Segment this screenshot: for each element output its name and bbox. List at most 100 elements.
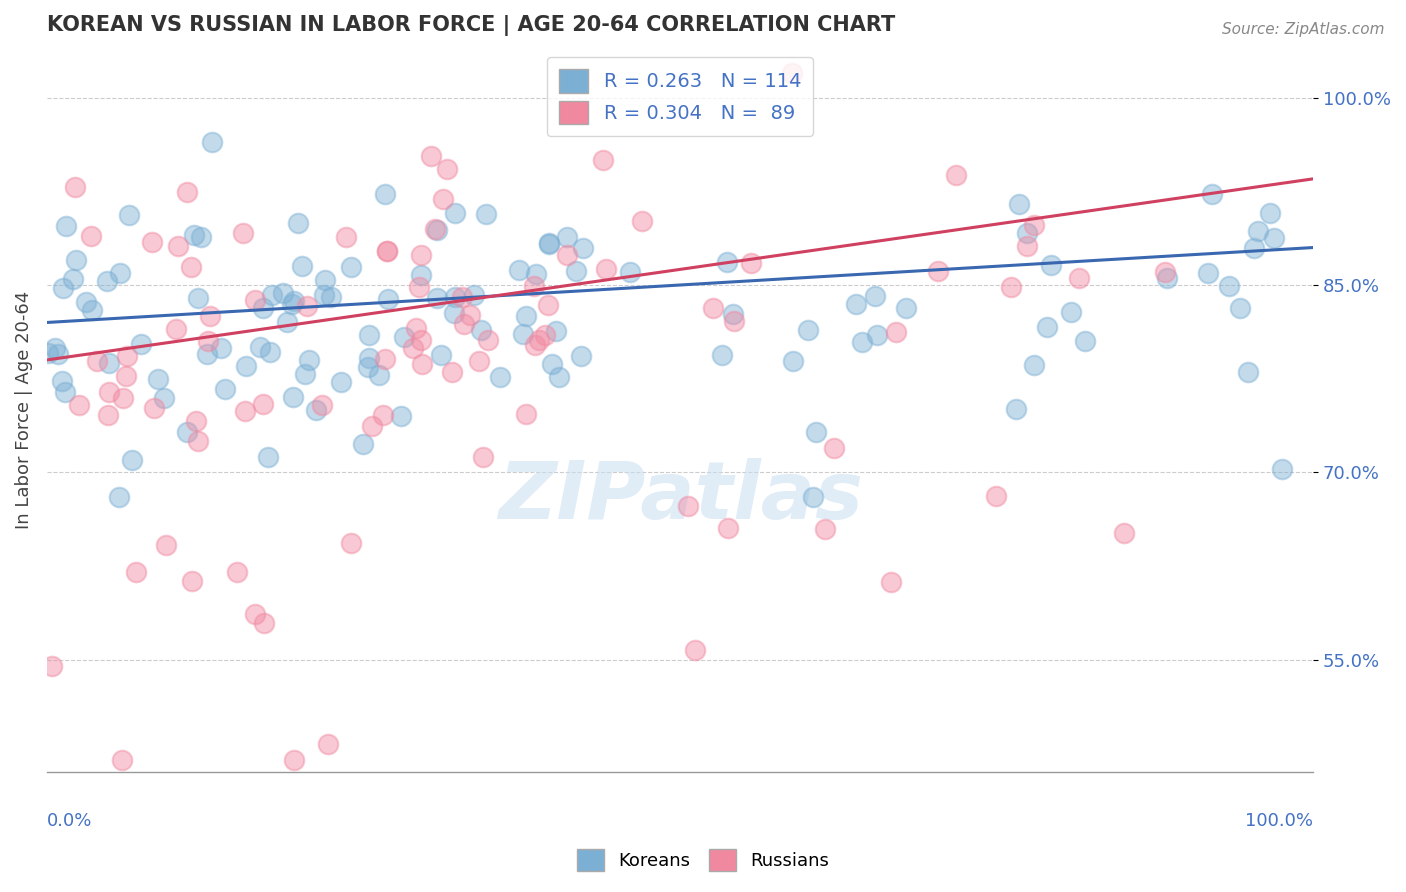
Point [374, 351, 396, 366]
Point [429, 348, 451, 362]
Point [1000, 280, 1022, 294]
Point [233, 404, 256, 418]
Point [67, 398, 90, 412]
Point [884, 325, 907, 339]
Point [409, 333, 432, 347]
Point [86, 354, 108, 368]
Point [305, 403, 328, 417]
Point [426, 223, 449, 237]
Point [402, 341, 425, 355]
Point [425, 291, 447, 305]
Point [153, 391, 176, 405]
Point [167, 238, 190, 252]
Text: KOREAN VS RUSSIAN IN LABOR FORCE | AGE 20-64 CORRELATION CHART: KOREAN VS RUSSIAN IN LABOR FORCE | AGE 2… [46, 15, 896, 36]
Point [409, 268, 432, 282]
Point [257, 450, 280, 464]
Point [702, 301, 724, 316]
Point [46, 346, 69, 360]
Point [814, 522, 837, 536]
Point [1237, 366, 1260, 380]
Point [592, 153, 614, 167]
Point [200, 310, 222, 324]
Point [440, 365, 463, 379]
Point [716, 254, 738, 268]
Point [489, 370, 512, 384]
Text: Source: ZipAtlas.com: Source: ZipAtlas.com [1222, 22, 1385, 37]
Point [121, 452, 143, 467]
Point [1017, 239, 1039, 253]
Point [569, 349, 592, 363]
Point [51, 374, 73, 388]
Point [245, 607, 267, 622]
Point [432, 192, 454, 206]
Text: ZIPatlas: ZIPatlas [498, 458, 863, 536]
Text: 100.0%: 100.0% [1246, 812, 1313, 830]
Point [75, 295, 97, 310]
Point [62, 272, 84, 286]
Point [408, 280, 430, 294]
Point [249, 340, 271, 354]
Point [515, 407, 537, 421]
Point [823, 441, 845, 455]
Point [710, 348, 733, 362]
Point [197, 334, 219, 349]
Point [537, 298, 560, 312]
Point [803, 491, 825, 505]
Point [361, 419, 384, 434]
Point [515, 310, 537, 324]
Text: 0.0%: 0.0% [46, 812, 93, 830]
Point [201, 135, 224, 149]
Point [319, 290, 342, 304]
Point [1067, 271, 1090, 285]
Point [259, 345, 281, 359]
Point [352, 436, 374, 450]
Point [547, 370, 569, 384]
Point [117, 349, 139, 363]
Point [723, 307, 745, 321]
Point [112, 392, 135, 406]
Point [453, 317, 475, 331]
Point [676, 499, 699, 513]
Point [845, 296, 868, 310]
Point [155, 538, 177, 552]
Point [80, 302, 103, 317]
Point [108, 266, 131, 280]
Point [630, 214, 652, 228]
Point [1022, 218, 1045, 232]
Point [1218, 279, 1240, 293]
Point [180, 260, 202, 275]
Point [555, 248, 578, 262]
Point [1197, 267, 1219, 281]
Point [436, 161, 458, 176]
Point [97, 356, 120, 370]
Point [512, 327, 534, 342]
Point [374, 186, 396, 201]
Point [357, 360, 380, 375]
Point [544, 324, 567, 338]
Point [294, 368, 316, 382]
Point [146, 372, 169, 386]
Point [538, 235, 561, 250]
Point [41, 659, 63, 673]
Point [444, 290, 467, 304]
Point [804, 425, 827, 439]
Point [451, 290, 474, 304]
Point [880, 574, 903, 589]
Point [717, 521, 740, 535]
Point [1017, 226, 1039, 240]
Point [271, 286, 294, 301]
Point [1022, 358, 1045, 372]
Point [209, 341, 232, 355]
Point [359, 328, 381, 343]
Point [253, 615, 276, 630]
Point [187, 434, 209, 448]
Legend: R = 0.263   N = 114, R = 0.304   N =  89: R = 0.263 N = 114, R = 0.304 N = 89 [547, 57, 813, 136]
Point [115, 368, 138, 383]
Point [389, 409, 412, 423]
Point [477, 334, 499, 348]
Point [111, 753, 134, 767]
Point [392, 329, 415, 343]
Point [740, 256, 762, 270]
Point [1229, 301, 1251, 316]
Point [538, 236, 561, 251]
